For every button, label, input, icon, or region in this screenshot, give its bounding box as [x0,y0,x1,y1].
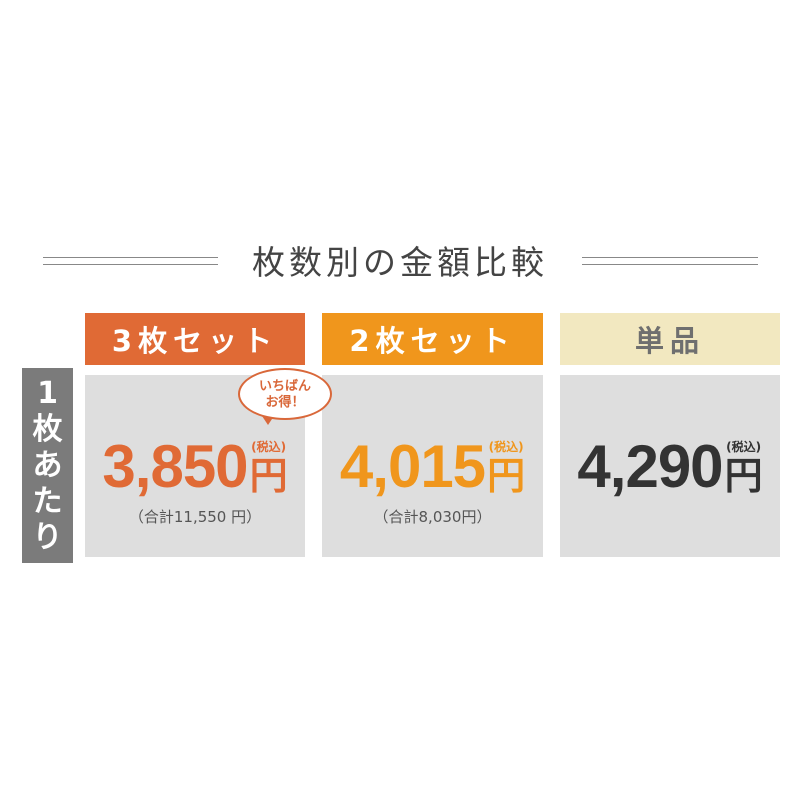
header-2-set: 2枚セット [322,313,543,365]
tax-label: (税込) [488,440,524,454]
total-3-set: （合計11,550 円） [128,508,262,526]
title-divider-right [582,257,758,265]
per-item-label: 1枚あたり [22,368,73,563]
badge-tail [262,416,274,425]
yen-text: 円 [487,454,526,498]
price-3-set: 3,850 (税込) 円 [85,433,305,500]
header-single: 単品 [560,313,780,365]
card-single: 4,290 (税込) 円 [560,375,780,557]
price-single: 4,290 (税込) 円 [560,433,780,500]
title-divider-left [43,257,218,265]
yen-text: 円 [724,454,763,498]
header-3-set: 3枚セット [85,313,305,365]
price-value: 4,290 [577,433,723,500]
yen-unit: (税込) 円 [250,440,288,497]
tax-label: (税込) [726,440,762,454]
page-title: 枚数別の金額比較 [252,243,548,282]
price-2-set: 4,015 (税込) 円 [322,433,543,500]
per-item-text: 1枚あたり [32,376,63,555]
tax-label: (税込) [251,440,287,454]
price-value: 3,850 [102,433,248,500]
card-2-set: 4,015 (税込) 円 （合計8,030円） [322,375,543,557]
yen-text: 円 [249,454,288,498]
best-deal-badge: いちばん お得！ [238,368,332,420]
yen-unit: (税込) 円 [487,440,525,497]
price-value: 4,015 [339,433,486,500]
total-2-set: （合計8,030円） [373,508,492,526]
yen-unit: (税込) 円 [725,440,763,497]
